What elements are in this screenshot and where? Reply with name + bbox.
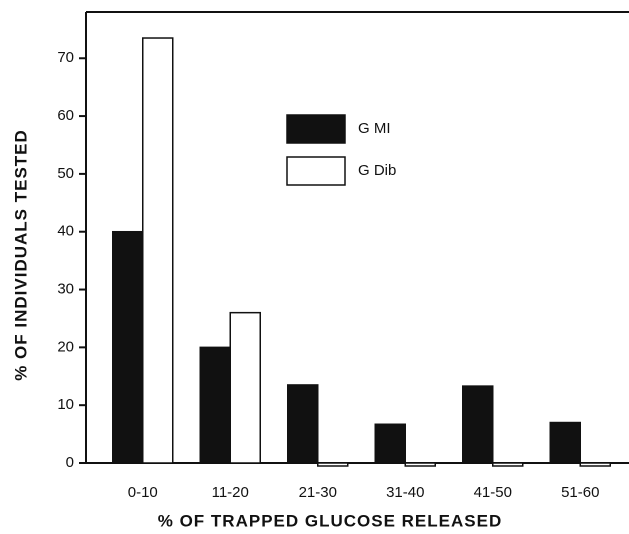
y-tick-label: 40 — [57, 223, 74, 240]
x-axis-label: % OF TRAPPED GLUCOSE RELEASED — [158, 511, 502, 530]
legend-label: G MI — [358, 120, 391, 137]
legend-label: G Dib — [358, 162, 396, 179]
y-tick-label: 70 — [57, 49, 74, 66]
bar — [374, 423, 406, 464]
bar — [492, 462, 524, 467]
legend-swatch — [286, 114, 346, 144]
bar — [142, 37, 174, 464]
y-axis-label: % OF INDIVIDUALS TESTED — [11, 129, 30, 381]
x-tick-label: 21-30 — [299, 484, 337, 501]
x-tick-label: 41-50 — [474, 484, 512, 501]
bar — [579, 462, 611, 467]
y-tick-label: 20 — [57, 338, 74, 355]
bar — [317, 462, 349, 467]
bar — [199, 346, 231, 464]
x-tick-label: 0-10 — [128, 484, 158, 501]
bar — [549, 421, 581, 464]
bar — [229, 311, 261, 464]
bar — [404, 462, 436, 467]
x-tick-label: 51-60 — [561, 484, 599, 501]
legend-swatch — [286, 156, 346, 186]
bar — [287, 384, 319, 464]
y-tick-label: 60 — [57, 107, 74, 124]
bar — [462, 385, 494, 464]
y-tick-label: 0 — [66, 454, 74, 471]
bar — [112, 230, 144, 464]
x-tick-label: 11-20 — [212, 484, 249, 501]
y-tick-label: 10 — [57, 396, 74, 413]
y-tick-label: 50 — [57, 165, 74, 182]
y-tick-label: 30 — [57, 281, 74, 298]
x-tick-label: 31-40 — [386, 484, 424, 501]
